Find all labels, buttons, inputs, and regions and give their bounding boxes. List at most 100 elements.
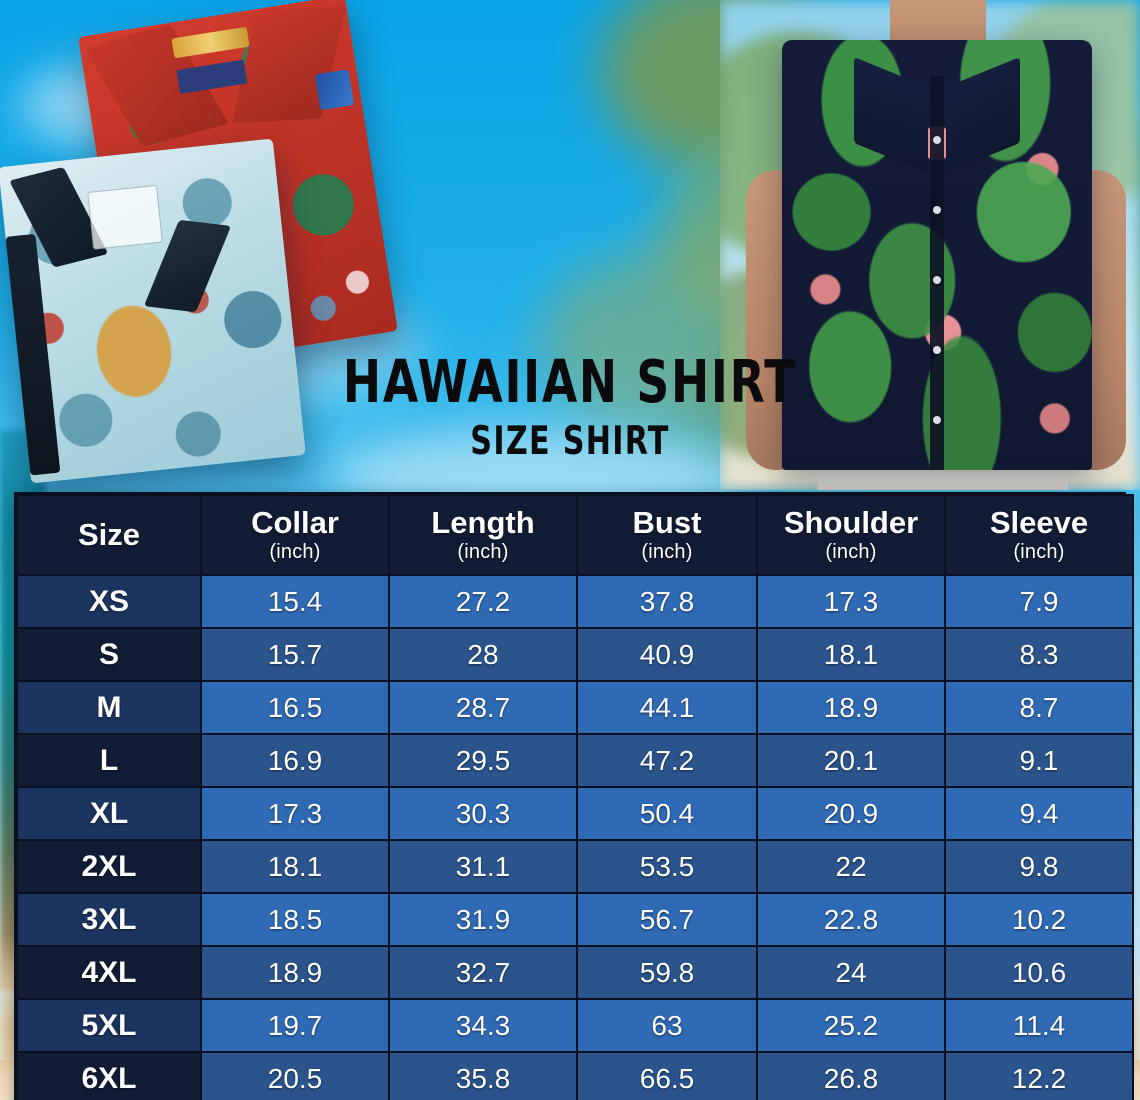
cell-collar: 20.5 — [202, 1053, 388, 1100]
cell-shoulder: 20.9 — [758, 788, 944, 839]
cell-sleeve: 7.9 — [946, 576, 1132, 627]
shirt-button — [933, 346, 941, 354]
cell-collar: 16.5 — [202, 682, 388, 733]
column-header-collar: Collar (inch) — [202, 496, 388, 574]
table-row: XS 15.4 27.2 37.8 17.3 7.9 — [18, 576, 1132, 627]
column-header-label: Length — [431, 504, 535, 540]
cell-size: XS — [18, 576, 200, 627]
column-header-label: Size — [77, 516, 141, 552]
cell-size: 3XL — [18, 894, 200, 945]
shirt-pocket — [87, 184, 163, 250]
table-row: L 16.9 29.5 47.2 20.1 9.1 — [18, 735, 1132, 786]
cell-length: 35.8 — [390, 1053, 576, 1100]
column-header-label: Shoulder — [783, 504, 919, 540]
column-header-label: Bust — [632, 504, 702, 540]
cell-collar: 19.7 — [202, 1000, 388, 1051]
brand-label-gold — [171, 26, 250, 59]
cell-collar: 15.4 — [202, 576, 388, 627]
column-header-bust: Bust (inch) — [578, 496, 756, 574]
table-body: XS 15.4 27.2 37.8 17.3 7.9 S 15.7 28 40.9 18.1 8.3 M… — [18, 576, 1132, 1100]
cell-collar: 15.7 — [202, 629, 388, 680]
cell-length: 30.3 — [390, 788, 576, 839]
model-photo — [720, 0, 1140, 490]
cell-shoulder: 26.8 — [758, 1053, 944, 1100]
cell-shoulder: 18.1 — [758, 629, 944, 680]
column-header-sleeve: Sleeve (inch) — [946, 496, 1132, 574]
cell-bust: 50.4 — [578, 788, 756, 839]
cell-size: L — [18, 735, 200, 786]
cell-shoulder: 24 — [758, 947, 944, 998]
cell-bust: 40.9 — [578, 629, 756, 680]
cell-bust: 47.2 — [578, 735, 756, 786]
column-header-label: Sleeve — [989, 504, 1089, 540]
cell-bust: 56.7 — [578, 894, 756, 945]
cell-size: 2XL — [18, 841, 200, 892]
cell-bust: 37.8 — [578, 576, 756, 627]
cell-sleeve: 8.7 — [946, 682, 1132, 733]
cell-shoulder: 22 — [758, 841, 944, 892]
cell-size: 4XL — [18, 947, 200, 998]
table-row: M 16.5 28.7 44.1 18.9 8.7 — [18, 682, 1132, 733]
column-header-unit: (inch) — [641, 541, 693, 564]
cell-shoulder: 22.8 — [758, 894, 944, 945]
cell-length: 31.1 — [390, 841, 576, 892]
cell-shoulder: 20.1 — [758, 735, 944, 786]
column-header-unit: (inch) — [269, 541, 321, 564]
cell-bust: 66.5 — [578, 1053, 756, 1100]
table-row: 5XL 19.7 34.3 63 25.2 11.4 — [18, 1000, 1132, 1051]
cell-length: 28.7 — [390, 682, 576, 733]
cell-sleeve: 9.8 — [946, 841, 1132, 892]
cell-shoulder: 25.2 — [758, 1000, 944, 1051]
cell-shoulder: 17.3 — [758, 576, 944, 627]
cell-shoulder: 18.9 — [758, 682, 944, 733]
blue-hawaiian-shirt — [0, 138, 306, 484]
navy-flamingo-shirt — [782, 40, 1092, 470]
cell-sleeve: 8.3 — [946, 629, 1132, 680]
shirt-side-fold — [5, 233, 61, 476]
cell-collar: 17.3 — [202, 788, 388, 839]
shirt-button — [933, 276, 941, 284]
cell-length: 31.9 — [390, 894, 576, 945]
cell-sleeve: 12.2 — [946, 1053, 1132, 1100]
cell-bust: 63 — [578, 1000, 756, 1051]
size-chart-table: Size Collar (inch) Length (inch) Bust (i… — [16, 494, 1134, 1100]
cell-sleeve: 9.4 — [946, 788, 1132, 839]
column-header-size: Size — [18, 496, 200, 574]
cell-collar: 18.9 — [202, 947, 388, 998]
cell-size: 6XL — [18, 1053, 200, 1100]
cell-size: 5XL — [18, 1000, 200, 1051]
cell-bust: 44.1 — [578, 682, 756, 733]
shirt-button — [933, 416, 941, 424]
table-row: 2XL 18.1 31.1 53.5 22 9.8 — [18, 841, 1132, 892]
cell-length: 27.2 — [390, 576, 576, 627]
column-header-unit: (inch) — [1013, 541, 1065, 564]
folded-shirts-photo — [0, 0, 408, 484]
cell-collar: 18.1 — [202, 841, 388, 892]
shirt-button — [933, 136, 941, 144]
cell-length: 32.7 — [390, 947, 576, 998]
column-header-unit: (inch) — [457, 541, 509, 564]
table-header: Size Collar (inch) Length (inch) Bust (i… — [18, 496, 1132, 574]
table-row: 4XL 18.9 32.7 59.8 24 10.6 — [18, 947, 1132, 998]
shirt-collar-left — [854, 57, 928, 173]
column-header-label: Collar — [251, 504, 339, 540]
cell-bust: 59.8 — [578, 947, 756, 998]
cell-collar: 18.5 — [202, 894, 388, 945]
cell-sleeve: 10.6 — [946, 947, 1132, 998]
cell-sleeve: 11.4 — [946, 1000, 1132, 1051]
column-header-length: Length (inch) — [390, 496, 576, 574]
table-row: S 15.7 28 40.9 18.1 8.3 — [18, 629, 1132, 680]
table-row: 6XL 20.5 35.8 66.5 26.8 12.2 — [18, 1053, 1132, 1100]
cell-length: 28 — [390, 629, 576, 680]
shirt-collar-right — [946, 57, 1020, 173]
table-row: XL 17.3 30.3 50.4 20.9 9.4 — [18, 788, 1132, 839]
sleeve-tag — [314, 69, 355, 111]
cell-length: 34.3 — [390, 1000, 576, 1051]
table-row: 3XL 18.5 31.9 56.7 22.8 10.2 — [18, 894, 1132, 945]
cell-size: M — [18, 682, 200, 733]
column-header-shoulder: Shoulder (inch) — [758, 496, 944, 574]
shirt-button-placket — [930, 76, 944, 470]
cell-bust: 53.5 — [578, 841, 756, 892]
column-header-unit: (inch) — [825, 541, 877, 564]
